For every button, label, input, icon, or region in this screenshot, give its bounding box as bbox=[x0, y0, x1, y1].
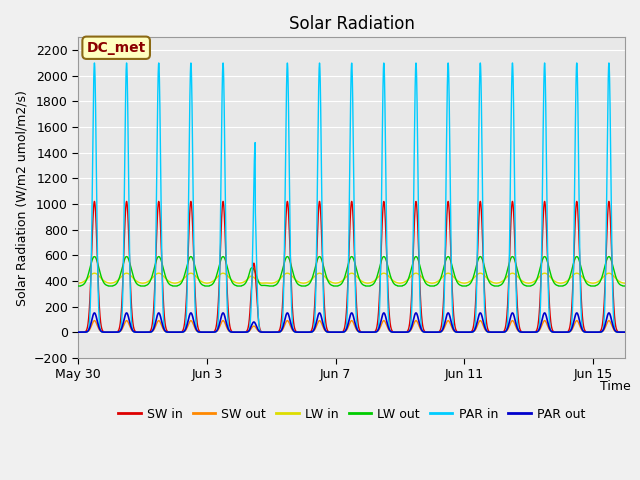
Text: DC_met: DC_met bbox=[86, 41, 146, 55]
Legend: SW in, SW out, LW in, LW out, PAR in, PAR out: SW in, SW out, LW in, LW out, PAR in, PA… bbox=[113, 403, 590, 425]
Y-axis label: Solar Radiation (W/m2 umol/m2/s): Solar Radiation (W/m2 umol/m2/s) bbox=[15, 90, 28, 305]
X-axis label: Time: Time bbox=[600, 380, 630, 393]
Title: Solar Radiation: Solar Radiation bbox=[289, 15, 415, 33]
